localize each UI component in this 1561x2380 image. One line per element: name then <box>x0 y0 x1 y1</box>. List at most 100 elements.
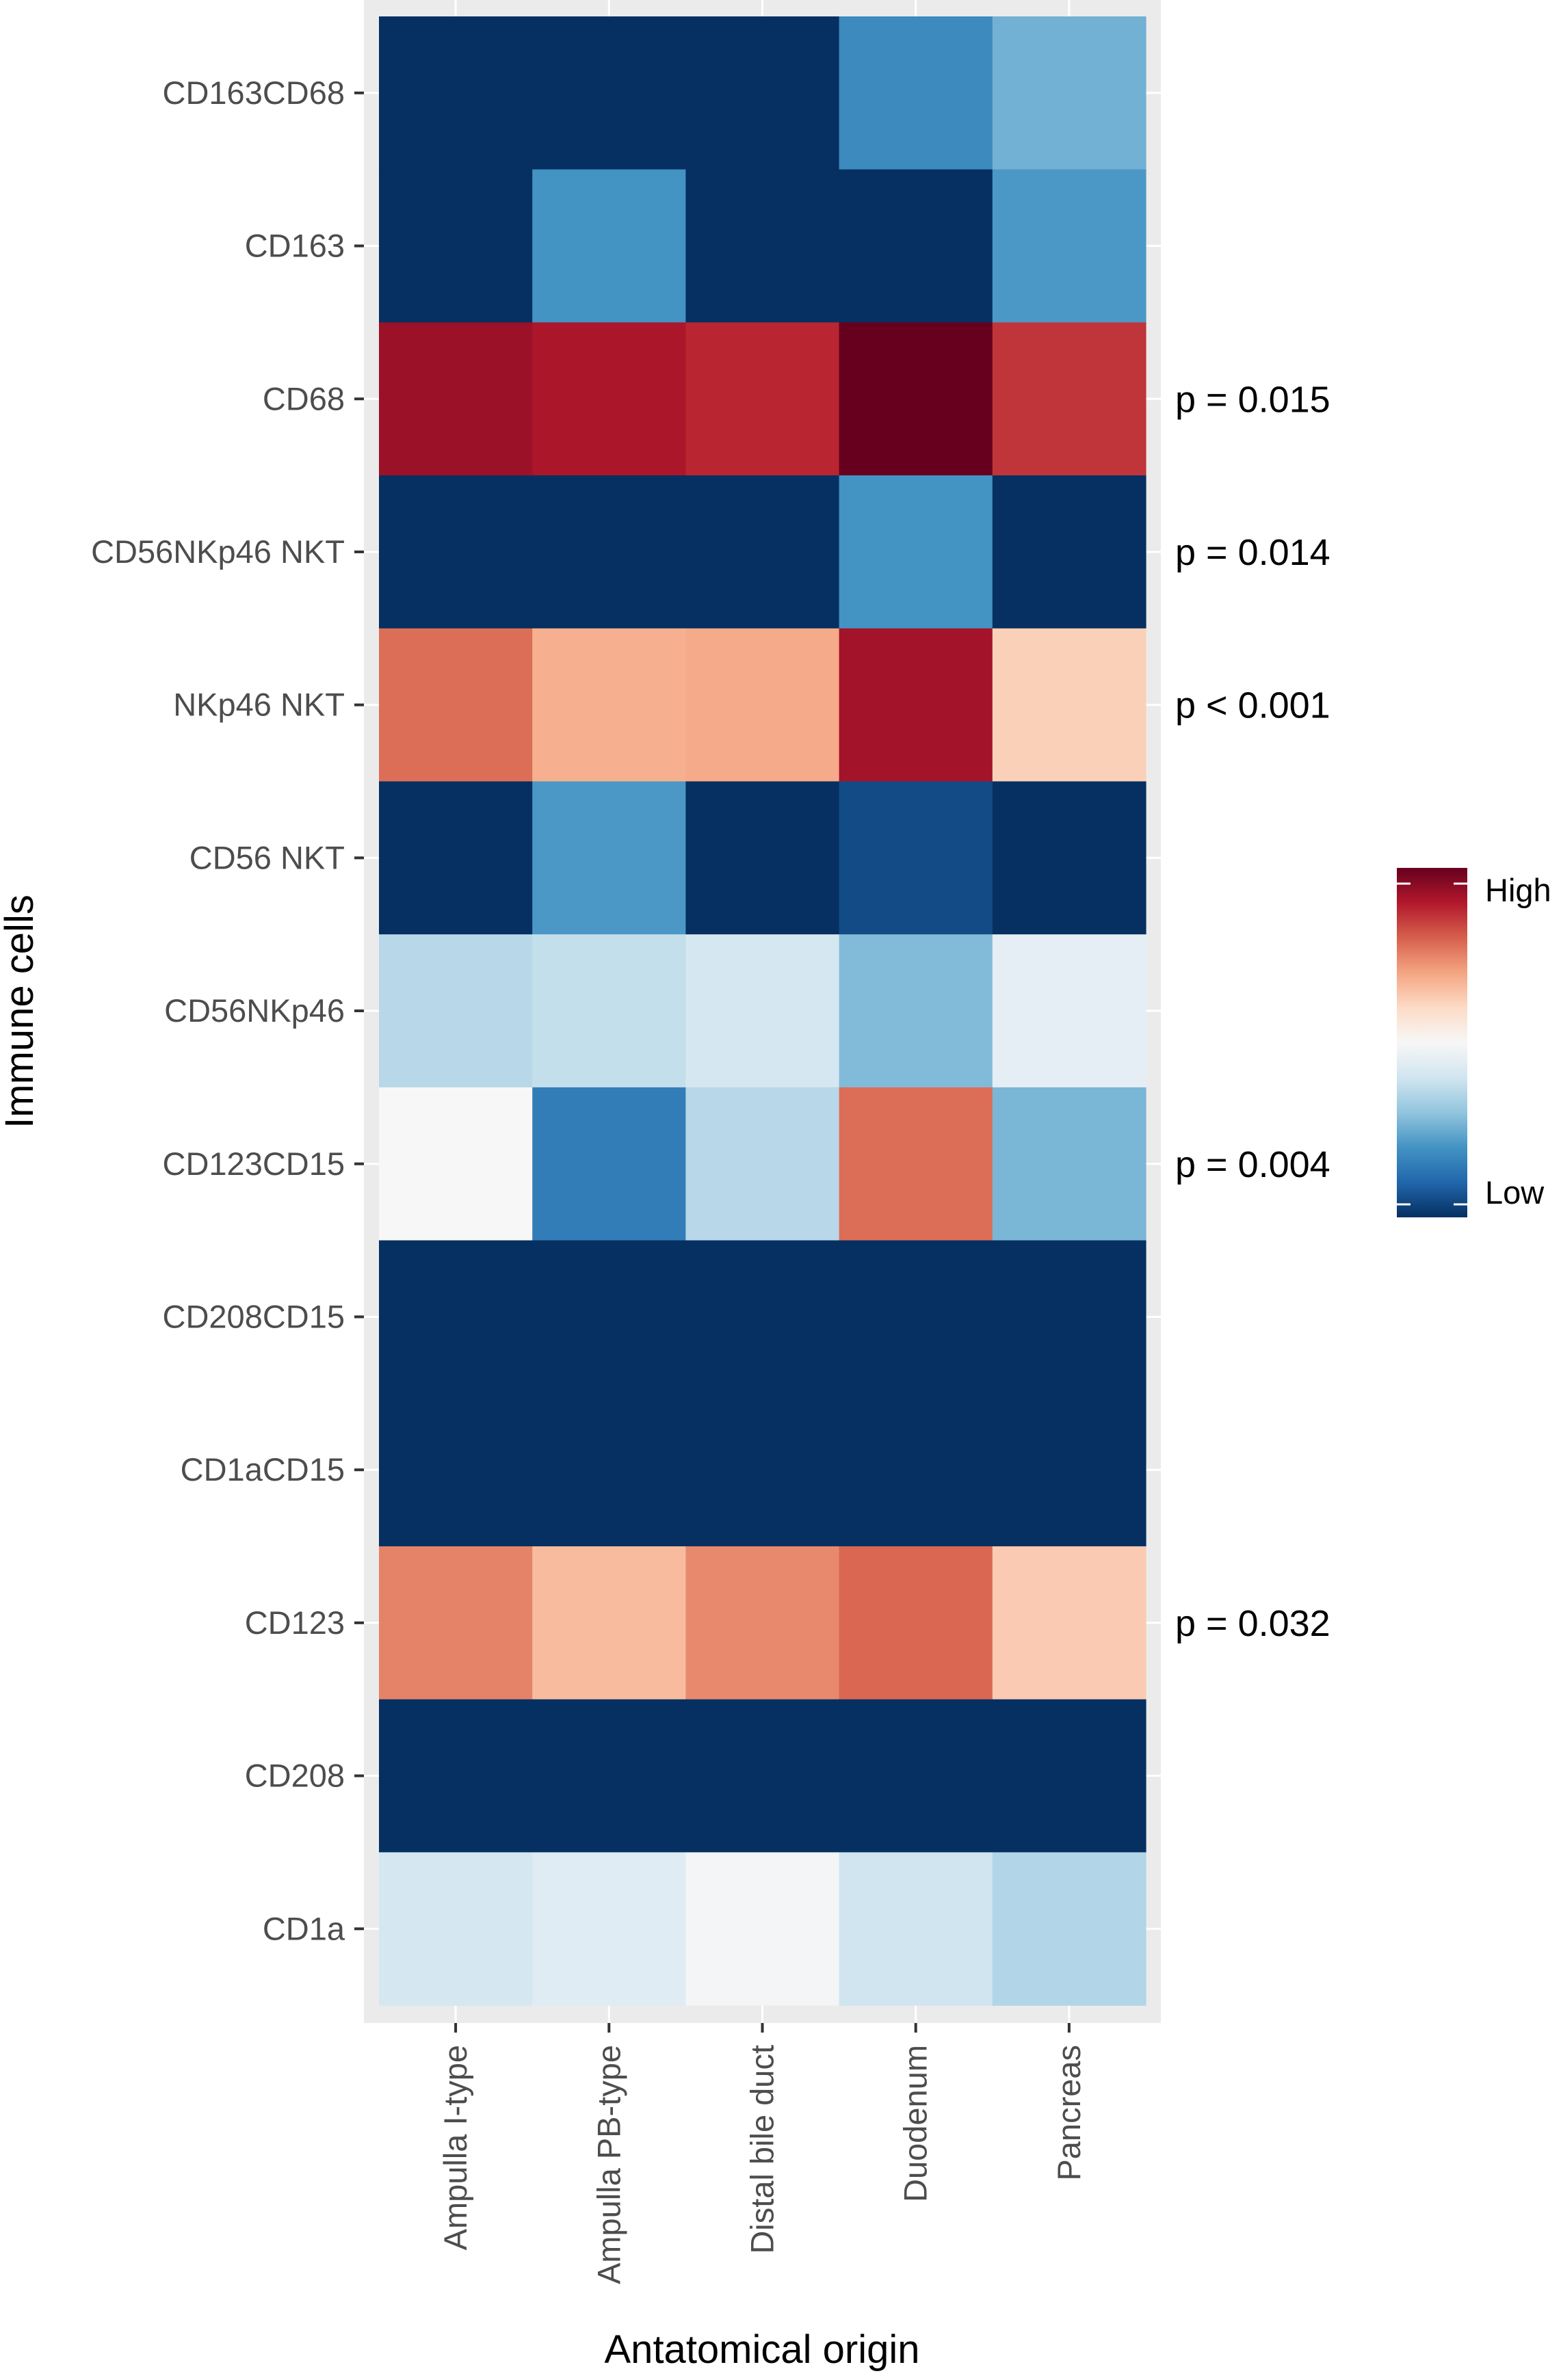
p-value-annotation: p = 0.004 <box>1175 1144 1330 1185</box>
p-value-annotation: p = 0.015 <box>1175 379 1330 420</box>
heatmap-cell <box>532 169 686 323</box>
y-tick-label: CD123CD15 <box>163 1146 345 1182</box>
y-tick-label: CD56 NKT <box>189 839 345 875</box>
heatmap-cell <box>839 16 993 170</box>
heatmap-cell <box>839 628 993 782</box>
color-legend: High Low <box>1397 868 1551 1217</box>
heatmap-cell <box>839 475 993 629</box>
y-tick-label: CD208 <box>245 1758 345 1794</box>
heatmap-cell <box>839 934 993 1088</box>
y-tick-label: NKp46 NKT <box>173 687 345 723</box>
heatmap-cell <box>685 781 840 935</box>
heatmap-cell <box>532 1240 686 1394</box>
heatmap-cell <box>992 322 1146 476</box>
heatmap-cell <box>685 1087 840 1241</box>
p-value-annotation: p = 0.032 <box>1175 1603 1330 1644</box>
heatmap-cell <box>532 16 686 170</box>
y-tick-label: CD1a <box>263 1910 345 1946</box>
heatmap-cell <box>992 781 1146 935</box>
heatmap-cell <box>685 475 840 629</box>
heatmap-cell <box>992 1852 1146 2006</box>
heatmap-cell <box>685 1240 840 1394</box>
p-value-annotation: p < 0.001 <box>1175 685 1330 726</box>
x-tick-label: Pancreas <box>1051 2045 1087 2181</box>
y-tick-label: CD68 <box>263 380 345 416</box>
heatmap-cell <box>839 169 993 323</box>
heatmap-cell <box>992 1546 1146 1700</box>
heatmap-cell <box>379 169 533 323</box>
heatmap-cell <box>379 322 533 476</box>
x-axis-title: Antatomical origin <box>605 2327 920 2372</box>
heatmap-cell <box>685 1546 840 1700</box>
legend-high-label: High <box>1485 872 1551 908</box>
heatmap-cell <box>839 322 993 476</box>
heatmap-cell <box>992 169 1146 323</box>
heatmap-cell <box>379 1546 533 1700</box>
heatmap-cell <box>685 322 840 476</box>
x-tick-label: Duodenum <box>897 2045 934 2202</box>
heatmap-cell <box>839 781 993 935</box>
heatmap-cell <box>992 934 1146 1088</box>
heatmap-cell <box>839 1699 993 1853</box>
heatmap-cell <box>379 475 533 629</box>
heatmap-cell <box>532 1699 686 1853</box>
y-tick-label: CD56NKp46 NKT <box>91 533 345 570</box>
heatmap-cell <box>839 1852 993 2006</box>
heatmap-cell <box>379 934 533 1088</box>
heatmap-cell <box>532 781 686 935</box>
heatmap-cell <box>992 1393 1146 1547</box>
heatmap-cell <box>532 628 686 782</box>
heatmap-cell <box>685 628 840 782</box>
y-tick-label: CD163CD68 <box>163 75 345 111</box>
heatmap-cell <box>379 16 533 170</box>
heatmap-cell <box>379 1240 533 1394</box>
heatmap-cell <box>685 1852 840 2006</box>
heatmap-cell <box>532 1852 686 2006</box>
heatmap-cell <box>839 1240 993 1394</box>
p-value-annotations: p = 0.015 p = 0.014 p < 0.001 p = 0.004 p = … <box>1175 379 1330 1644</box>
heatmap-cell <box>379 781 533 935</box>
heatmap-cell <box>379 1699 533 1853</box>
y-tick-label: CD1aCD15 <box>181 1451 345 1488</box>
heatmap-cells <box>379 16 1146 2006</box>
heatmap-cell <box>379 1393 533 1547</box>
y-tick-label: CD163 <box>245 228 345 264</box>
heatmap-cell <box>685 1699 840 1853</box>
heatmap-cell <box>532 1393 686 1547</box>
heatmap-cell <box>532 1546 686 1700</box>
heatmap-cell <box>839 1546 993 1700</box>
heatmap-cell <box>685 169 840 323</box>
y-tick-label: CD123 <box>245 1604 345 1641</box>
heatmap-cell <box>685 16 840 170</box>
heatmap-cell <box>532 322 686 476</box>
heatmap-cell <box>532 934 686 1088</box>
heatmap-cell <box>379 1087 533 1241</box>
heatmap-cell <box>992 16 1146 170</box>
heatmap-cell <box>992 1087 1146 1241</box>
x-tick-label: Ampulla I-type <box>437 2045 473 2250</box>
heatmap-cell <box>532 475 686 629</box>
y-tick-label: CD56NKp46 <box>164 992 345 1029</box>
x-tick-label: Distal bile duct <box>744 2045 780 2254</box>
heatmap-cell <box>379 1852 533 2006</box>
legend-low-label: Low <box>1485 1174 1545 1211</box>
heatmap-cell <box>532 1087 686 1241</box>
heatmap-cell <box>685 1393 840 1547</box>
heatmap-cell <box>992 475 1146 629</box>
legend-ticks <box>1397 882 1467 1206</box>
x-tick-label: Ampulla PB-type <box>590 2045 627 2284</box>
legend-colorbar <box>1397 868 1467 1217</box>
heatmap-cell <box>379 628 533 782</box>
heatmap-cell <box>992 628 1146 782</box>
y-tick-label: CD208CD15 <box>163 1298 345 1334</box>
heatmap-cell <box>992 1240 1146 1394</box>
heatmap-cell <box>839 1087 993 1241</box>
p-value-annotation: p = 0.014 <box>1175 532 1330 573</box>
heatmap-cell <box>685 934 840 1088</box>
heatmap-cell <box>992 1699 1146 1853</box>
heatmap-cell <box>839 1393 993 1547</box>
x-axis: Ampulla I-type Ampulla PB-type Distal bile… <box>437 2023 1087 2284</box>
y-axis-title: Immune cells <box>0 895 42 1128</box>
